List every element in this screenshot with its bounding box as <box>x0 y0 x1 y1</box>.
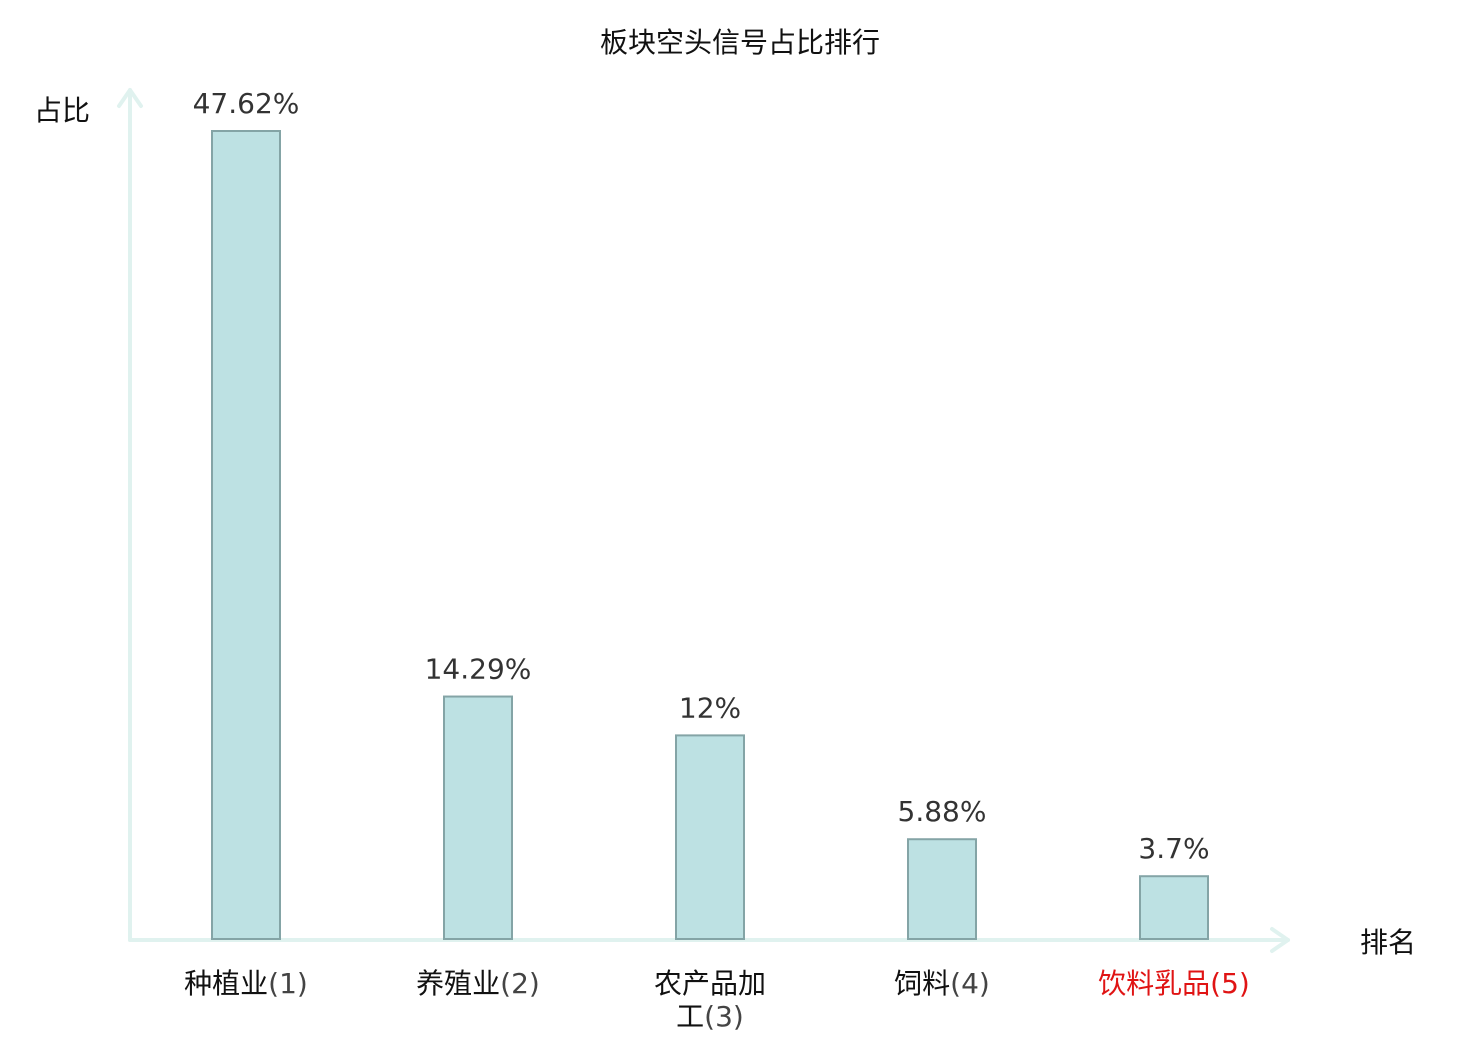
category-label-4: 饲料(4) <box>894 967 990 1000</box>
y-axis-label: 占比 <box>34 94 90 127</box>
bar-5 <box>1139 875 1209 941</box>
x-axis-label: 排名 <box>1360 926 1416 959</box>
value-label-5: 3.7% <box>1138 832 1209 865</box>
bar-2 <box>443 695 513 940</box>
value-label-2: 14.29% <box>425 653 532 686</box>
value-label-1: 47.62% <box>193 87 300 120</box>
bars <box>211 130 1209 941</box>
y-axis-arrow-icon <box>117 88 143 108</box>
value-label-3: 12% <box>679 691 741 724</box>
bar-4 <box>907 838 977 941</box>
bar-3 <box>675 734 745 940</box>
value-labels: 47.62% 14.29% 12% 5.88% 3.7% <box>193 87 1210 865</box>
value-label-4: 5.88% <box>898 795 987 828</box>
chart-title: 板块空头信号占比排行 <box>600 26 880 59</box>
x-axis <box>128 927 1290 953</box>
category-label-5: 饮料乳品(5) <box>1098 967 1250 1000</box>
category-label-1: 种植业(1) <box>184 967 308 1000</box>
category-label-3-line-1: 农产品加 <box>654 967 766 1000</box>
y-axis <box>117 88 143 942</box>
x-axis-arrow-icon <box>1270 927 1290 953</box>
bar-1 <box>211 130 281 940</box>
category-label-2: 养殖业(2) <box>416 967 540 1000</box>
category-label-3-line-2: 工(3) <box>676 1000 744 1033</box>
